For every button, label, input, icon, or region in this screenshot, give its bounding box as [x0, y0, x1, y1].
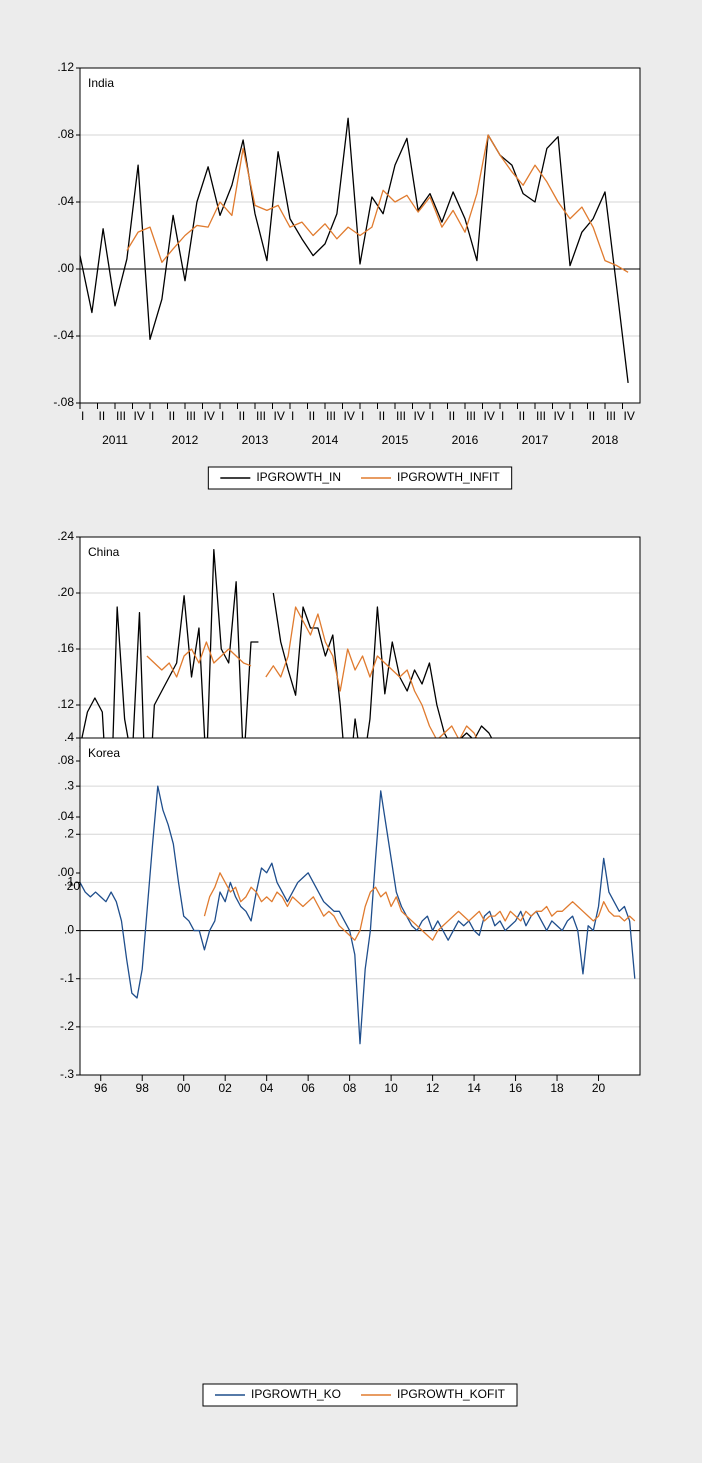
x-tick-label: 12: [426, 1081, 440, 1095]
x-tick-label: III: [326, 409, 336, 423]
year-label: 2015: [382, 433, 409, 447]
x-tick-label: III: [256, 409, 266, 423]
x-tick-label: I: [361, 409, 364, 423]
x-tick-label: 04: [260, 1081, 274, 1095]
y-tick-label: -.3: [60, 1067, 74, 1081]
x-tick-label: 20: [592, 1081, 606, 1095]
x-tick-label: I: [151, 409, 154, 423]
x-tick-label: II: [169, 409, 176, 423]
x-tick-label: II: [99, 409, 106, 423]
year-label: 2016: [452, 433, 479, 447]
legend: IPGROWTH_KO IPGROWTH_KOFIT: [202, 1383, 518, 1407]
y-tick-label: .16: [57, 641, 74, 655]
y-tick-label: .00: [57, 261, 74, 275]
y-tick-label: .20: [57, 585, 74, 599]
x-tick-label: IV: [274, 409, 285, 423]
series-line: [126, 134, 629, 273]
y-tick-label: .04: [57, 809, 74, 823]
y-tick-label: .2: [64, 826, 74, 840]
year-label: 2012: [172, 433, 199, 447]
x-tick-label: 06: [301, 1081, 315, 1095]
plot-frame: [79, 737, 641, 1076]
plot-frame: [79, 67, 641, 404]
x-tick-label: IV: [344, 409, 355, 423]
legend-label: IPGROWTH_INFIT: [397, 470, 500, 484]
legend-label: IPGROWTH_IN: [256, 470, 341, 484]
x-tick-label: IV: [484, 409, 495, 423]
y-tick-label: .4: [64, 730, 74, 744]
x-tick-label: IV: [554, 409, 565, 423]
x-tick-label: I: [431, 409, 434, 423]
legend-box: [202, 1383, 518, 1407]
year-label: 2013: [242, 433, 269, 447]
series-line: [203, 872, 636, 941]
y-tick-label: .08: [57, 127, 74, 141]
y-tick-label: .00: [57, 865, 74, 879]
y-tick-label: .1: [64, 875, 74, 889]
x-tick-label: 08: [343, 1081, 357, 1095]
plot-area: [80, 738, 640, 1075]
x-tick-label: 96: [94, 1081, 108, 1095]
x-tick-label: IV: [414, 409, 425, 423]
year-label: 2014: [312, 433, 339, 447]
legend-label: IPGROWTH_KOFIT: [397, 1387, 506, 1401]
x-tick-label: 14: [467, 1081, 481, 1095]
x-tick-label: III: [396, 409, 406, 423]
y-tick-label: -.1: [60, 971, 74, 985]
x-tick-label: 16: [509, 1081, 523, 1095]
x-tick-label: III: [186, 409, 196, 423]
y-tick-label: -.08: [53, 395, 74, 409]
x-tick-label: I: [571, 409, 574, 423]
y-tick-label: .24: [57, 529, 74, 543]
series-line: [79, 117, 629, 383]
y-tick-label: -.2: [60, 1019, 74, 1033]
year-label: 2017: [522, 433, 549, 447]
x-tick-label: 02: [219, 1081, 233, 1095]
y-tick-label: .12: [57, 60, 74, 74]
x-tick-label: 98: [136, 1081, 150, 1095]
x-tick-label: 00: [177, 1081, 191, 1095]
x-tick-label: 10: [384, 1081, 398, 1095]
legend: IPGROWTH_IN IPGROWTH_INFIT: [207, 466, 513, 490]
x-tick-label: I: [221, 409, 224, 423]
chart: -.3 -.2 -.1 .0 .1 .2 .3 .4 96 98 00 02 04 06 08 10 12 14 1…: [60, 730, 641, 1407]
x-tick-label: IV: [204, 409, 215, 423]
x-tick-label: III: [466, 409, 476, 423]
x-tick-label: III: [606, 409, 616, 423]
x-tick-label: IV: [624, 409, 635, 423]
x-tick-label: III: [536, 409, 546, 423]
legend-box: [207, 466, 513, 490]
x-tick-label: IV: [134, 409, 145, 423]
x-tick-label: I: [291, 409, 294, 423]
chart-label: China: [88, 545, 120, 559]
x-tick-label: II: [589, 409, 596, 423]
y-tick-label: .3: [64, 778, 74, 792]
x-tick-label: II: [379, 409, 386, 423]
chart-label: India: [88, 76, 114, 90]
chart: -.08-.04.00.04.08.12I II III IV I II III IV I II I…: [53, 60, 641, 490]
year-label: 2018: [592, 433, 619, 447]
x-tick-label: II: [309, 409, 316, 423]
x-tick-label: III: [116, 409, 126, 423]
y-tick-label: .0: [64, 923, 74, 937]
legend-label: IPGROWTH_KO: [251, 1387, 341, 1401]
x-tick-label: 18: [550, 1081, 564, 1095]
year-label: 2011: [102, 433, 128, 447]
y-tick-label: .08: [57, 753, 74, 767]
x-tick-label: II: [519, 409, 526, 423]
chart-label: Korea: [88, 746, 120, 760]
x-tick-label: II: [449, 409, 456, 423]
series-line: [79, 785, 636, 1045]
y-tick-label: .04: [57, 194, 74, 208]
x-tick-label: I: [81, 409, 84, 423]
x-tick-label: I: [501, 409, 504, 423]
y-tick-label: -.04: [53, 328, 74, 342]
x-tick-label: II: [239, 409, 246, 423]
y-tick-label: .12: [57, 697, 74, 711]
